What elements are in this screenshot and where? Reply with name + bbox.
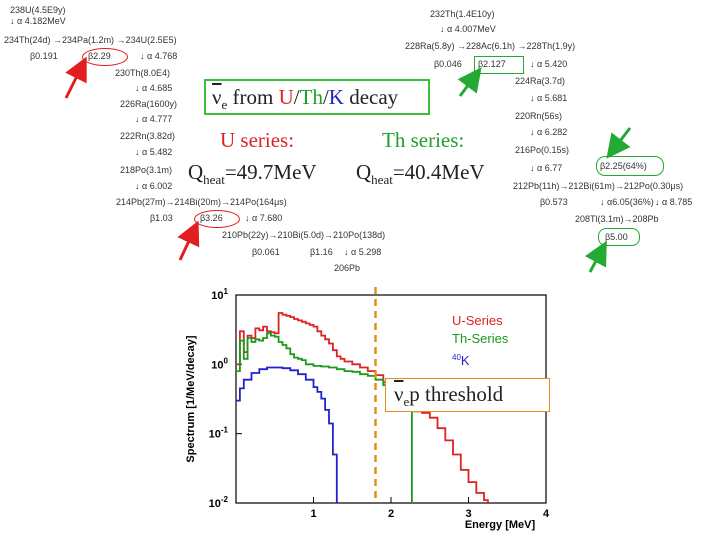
pb212-bi212-po212: 212Pb(11h)→212Bi(61m)→212Po(0.30μs)	[513, 181, 684, 191]
beta-116: β1.16	[310, 247, 333, 257]
threshold-text: p threshold	[409, 382, 504, 406]
th-qheat: Qheat=40.4MeV	[356, 160, 485, 188]
th230-alpha: ↓ α 4.685	[135, 83, 173, 93]
u-qheat: Qheat=49.7MeV	[188, 160, 317, 188]
series-u-series	[236, 312, 489, 503]
y-axis-label: Spectrum [1/MeV/decay]	[185, 335, 197, 462]
bi212-alpha: ↓ α6.05(36%)	[600, 197, 654, 207]
title-k: K	[328, 85, 344, 109]
beta-0573: β0.573	[540, 197, 568, 207]
th-q-val: =40.4MeV	[392, 160, 485, 184]
title-slash2: /	[322, 85, 329, 109]
rn220-alpha: ↓ α 6.282	[530, 127, 568, 137]
th230-node: 230Th(8.0E4)	[115, 68, 171, 78]
legend-k40-sup: 40	[452, 353, 461, 362]
rn222-node: 222Rn(3.82d)	[120, 131, 176, 141]
series-k	[236, 366, 338, 503]
po216-alpha: ↓ α 6.77	[530, 163, 563, 173]
beta-2127-highlight-box	[474, 56, 524, 74]
ra226-alpha: ↓ α 4.777	[135, 114, 173, 124]
red-arrow-beta326	[177, 220, 200, 261]
title-th: Th	[299, 85, 323, 109]
pb210-bi210-po210: 210Pb(22y)→210Bi(5.0d)→210Po(138d)	[222, 230, 386, 240]
legend-u-series: U-Series	[452, 313, 503, 328]
beta-225: β2.25(64%)	[600, 161, 647, 171]
beta-500: β5.00	[605, 232, 628, 242]
u-series-label: U series:	[220, 128, 295, 152]
u-q-val: =49.7MeV	[224, 160, 317, 184]
title-box: νe from U/Th/K decay	[204, 79, 430, 115]
beta-0191: β0.191	[30, 51, 58, 61]
ra228-ac228-th228: 228Ra(5.8y) →228Ac(6.1h) →228Th(1.9y)	[405, 41, 576, 51]
threshold-box: νep threshold	[385, 378, 550, 412]
pb206-node: 206Pb	[334, 263, 361, 273]
title-nu-sub: e	[221, 97, 228, 113]
u-q-sub: heat	[203, 172, 225, 188]
rn220-node: 220Rn(56s)	[515, 111, 563, 121]
ra226-node: 226Ra(1600y)	[120, 99, 178, 109]
title-slash1: /	[293, 85, 300, 109]
beta-103: β1.03	[150, 213, 173, 223]
axis-ticks: 1 2 3 4 101 100 10-1 10-2	[209, 287, 550, 520]
x-axis-label: Energy [MeV]	[465, 519, 536, 531]
legend-k40: 40K	[452, 353, 470, 368]
green-arrow-beta225	[606, 127, 632, 159]
threshold-nu-sub: e	[403, 394, 410, 410]
po214-alpha: ↓ α 7.680	[245, 213, 283, 223]
po218-node: 218Po(3.1m)	[120, 165, 173, 175]
th232-alpha: ↓ α 4.007MeV	[440, 24, 496, 34]
threshold-nu: ν	[394, 382, 404, 406]
th232-node: 232Th(1.4E10y)	[430, 9, 495, 19]
th-q: Q	[356, 160, 372, 184]
x-tick-label: 2	[388, 508, 394, 520]
y-tick-label: 100	[211, 356, 228, 371]
red-arrow-beta229	[64, 56, 87, 99]
legend-k40-name: K	[461, 353, 470, 368]
x-tick-label: 4	[543, 508, 550, 520]
pb214-bi214-po214: 214Pb(27m)→214Bi(20m)→214Po(164μs)	[116, 197, 287, 207]
th-series-label: Th series:	[382, 128, 465, 152]
title-decay: decay	[343, 85, 399, 109]
po216-node: 216Po(0.15s)	[515, 145, 570, 155]
th234-pa234-u234: 234Th(24d) →234Pa(1.2m) →234U(2.5E5)	[4, 35, 177, 45]
ra224-node: 224Ra(3.7d)	[515, 76, 566, 86]
legend-th-series: Th-Series	[452, 331, 509, 346]
rn222-alpha: ↓ α 5.482	[135, 147, 173, 157]
u238-node: 238U(4.5E9y)	[10, 5, 66, 15]
u238-alpha: ↓ α 4.182MeV	[10, 16, 66, 26]
x-tick-label: 1	[310, 508, 316, 520]
y-tick-label: 10-2	[209, 495, 229, 510]
ra224-alpha: ↓ α 5.681	[530, 93, 568, 103]
beta-0061: β0.061	[252, 247, 280, 257]
x-tick-label: 3	[465, 508, 471, 520]
series-th-series	[236, 332, 413, 503]
title-u: U	[278, 85, 294, 109]
title-nu: ν	[212, 85, 222, 109]
beta-500-highlight-ellipse	[598, 228, 640, 246]
green-arrow-beta500	[584, 240, 607, 273]
th-q-sub: heat	[371, 172, 393, 188]
po210-alpha: ↓ α 5.298	[344, 247, 382, 257]
series-lines	[236, 312, 489, 503]
po218-alpha: ↓ α 6.002	[135, 181, 173, 191]
beta-0046: β0.046	[434, 59, 462, 69]
green-arrow-beta2127	[457, 67, 482, 97]
po212-alpha: ↓ α 8.785	[655, 197, 693, 207]
beta-2127: β2.127	[478, 59, 506, 69]
title-from: from	[227, 85, 279, 109]
u-q: Q	[188, 160, 204, 184]
u234-alpha: ↓ α 4.768	[140, 51, 178, 61]
beta-326-highlight-circle	[194, 210, 240, 228]
y-tick-label: 10-1	[209, 426, 229, 441]
th228-alpha: ↓ α 5.420	[530, 59, 568, 69]
tl208-pb208: 208Tl(3.1m)→208Pb	[575, 214, 659, 224]
y-tick-label: 101	[211, 287, 228, 302]
